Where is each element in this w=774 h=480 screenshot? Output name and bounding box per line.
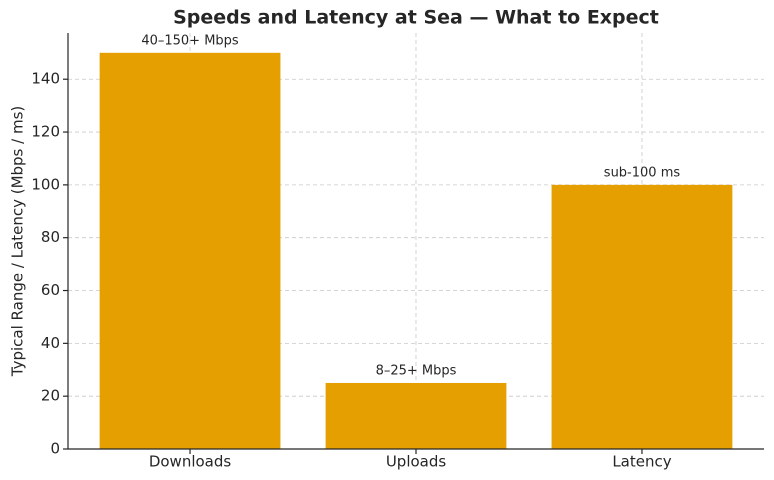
bar: [325, 382, 507, 449]
bar: [551, 184, 733, 449]
y-tick-label: 40: [41, 334, 60, 352]
value-label: 8–25+ Mbps: [376, 363, 457, 378]
x-tick-label: Uploads: [386, 453, 447, 471]
y-tick-label: 100: [31, 175, 60, 193]
y-tick-label: 140: [31, 70, 60, 88]
y-tick-label: 60: [41, 281, 60, 299]
y-tick-label: 80: [41, 228, 60, 246]
bar: [99, 52, 281, 450]
value-label: 40–150+ Mbps: [141, 33, 239, 48]
chart-title: Speeds and Latency at Sea — What to Expe…: [173, 7, 659, 29]
y-tick-label: 0: [50, 440, 60, 458]
x-tick-label: Downloads: [149, 453, 232, 471]
x-tick-label: Latency: [612, 453, 671, 471]
y-tick-label: 20: [41, 387, 60, 405]
value-label: sub-100 ms: [604, 165, 681, 180]
y-tick-label: 120: [31, 123, 60, 141]
y-axis-label: Typical Range / Latency (Mbps / ms): [9, 106, 27, 377]
